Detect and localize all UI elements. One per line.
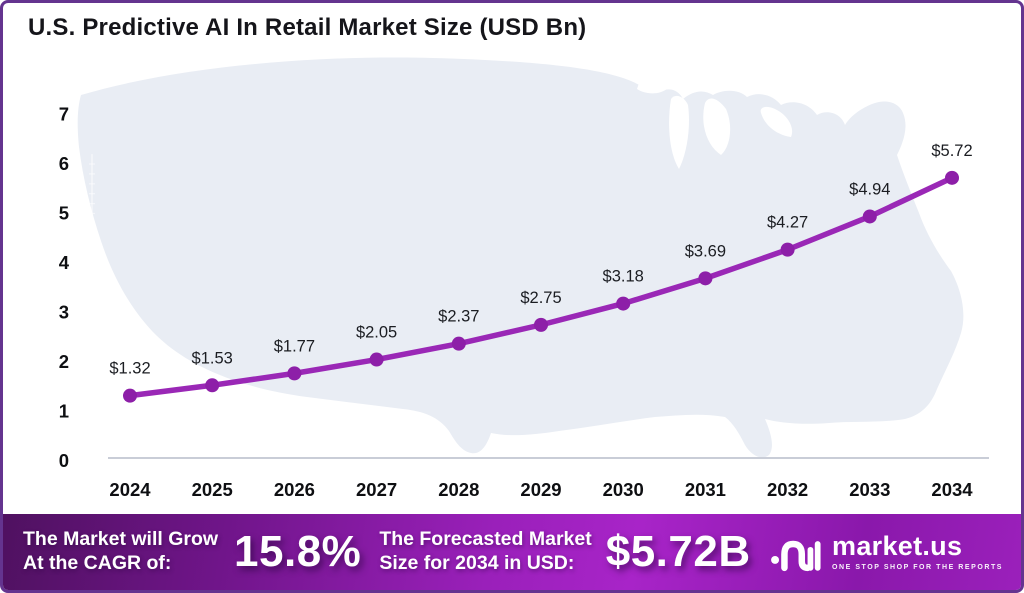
data-point-marker: [616, 296, 631, 311]
x-axis-label: 2033: [849, 479, 890, 500]
y-axis-label: 0: [59, 450, 69, 471]
x-axis-label: 2026: [274, 479, 315, 500]
x-axis-label: 2032: [767, 479, 808, 500]
data-point-label: $3.18: [603, 268, 644, 286]
y-axis-label: 5: [59, 203, 69, 224]
data-point-marker: [862, 209, 877, 224]
data-point-label: $3.69: [685, 242, 726, 260]
x-axis-label: 2029: [520, 479, 561, 500]
forecast-label-line1: The Forecasted Market: [379, 528, 592, 551]
x-axis-label: 2034: [931, 479, 973, 500]
brand-name: market.us: [832, 531, 963, 561]
data-point-marker: [780, 242, 795, 257]
x-axis-label: 2030: [603, 479, 644, 500]
cagr-label-line2: At the CAGR of:: [23, 552, 172, 574]
forecast-label: The Forecasted Market Size for 2034 in U…: [379, 528, 591, 576]
data-point-marker: [698, 271, 713, 286]
forecast-label-line2: Size for 2034 in USD:: [379, 552, 575, 574]
x-axis-label: 2027: [356, 479, 397, 500]
data-point-marker: [369, 352, 384, 367]
market-size-line: [127, 175, 955, 399]
data-point-marker: [451, 336, 466, 351]
great-lake-cutout: [760, 106, 793, 137]
data-point-label: $5.72: [931, 142, 972, 160]
cagr-value: 15.8%: [234, 527, 362, 576]
cagr-label: The Market will Grow At the CAGR of:: [23, 528, 218, 576]
data-point-marker: [945, 170, 959, 185]
brand-text: market.us ONE STOP SHOP FOR THE REPORTS: [832, 531, 1003, 572]
great-lake-cutout: [669, 95, 689, 169]
data-point-label: $4.94: [849, 180, 890, 198]
data-point-marker: [534, 317, 548, 332]
brand-logo: market.us ONE STOP SHOP FOR THE REPORTS: [770, 529, 1003, 575]
data-point-label: $2.75: [520, 289, 561, 307]
y-axis-label: 3: [59, 302, 69, 323]
market-us-swoosh-icon: [771, 540, 821, 572]
x-axis-label: 2031: [685, 479, 726, 500]
great-lake-cutout: [637, 79, 668, 94]
data-point-label: $2.37: [438, 308, 479, 326]
cagr-label-line1: The Market will Grow: [23, 528, 219, 551]
footer-banner: The Market will Grow At the CAGR of: 15.…: [3, 514, 1021, 590]
data-point-label: $2.05: [356, 324, 397, 342]
y-axis-label: 7: [59, 104, 69, 125]
data-point-label: $1.32: [109, 360, 150, 378]
forecast-value: $5.72B: [605, 527, 751, 576]
data-point-label: $1.77: [274, 337, 315, 355]
brand-tagline: ONE STOP SHOP FOR THE REPORTS: [832, 564, 1003, 571]
y-axis-label: 2: [59, 351, 69, 372]
y-axis-label: 6: [59, 153, 69, 174]
x-axis-label: 2028: [438, 479, 479, 500]
y-axis-label: 4: [59, 252, 70, 273]
market-size-line-chart: 0 1 2 3 4 5 6 7 2024 2025 2026 2027 2028 2029 2030 2031…: [59, 57, 989, 500]
x-axis-label: 2024: [109, 479, 151, 500]
great-lake-cutout: [703, 98, 731, 155]
y-axis-label: 1: [59, 401, 69, 422]
chart-plot-layer: 0 1 2 3 4 5 6 7 2024 2025 2026 2027 2028 2029 2030 2031…: [59, 104, 989, 500]
us-map-silhouette: [77, 57, 964, 458]
data-point-label: $1.53: [192, 349, 233, 367]
data-point-label: $4.27: [767, 214, 808, 232]
page-title: U.S. Predictive AI In Retail Market Size…: [28, 14, 587, 41]
data-point-marker: [287, 366, 302, 381]
x-axis-label: 2025: [192, 479, 233, 500]
data-point-marker: [123, 388, 137, 403]
data-point-marker: [205, 378, 220, 393]
